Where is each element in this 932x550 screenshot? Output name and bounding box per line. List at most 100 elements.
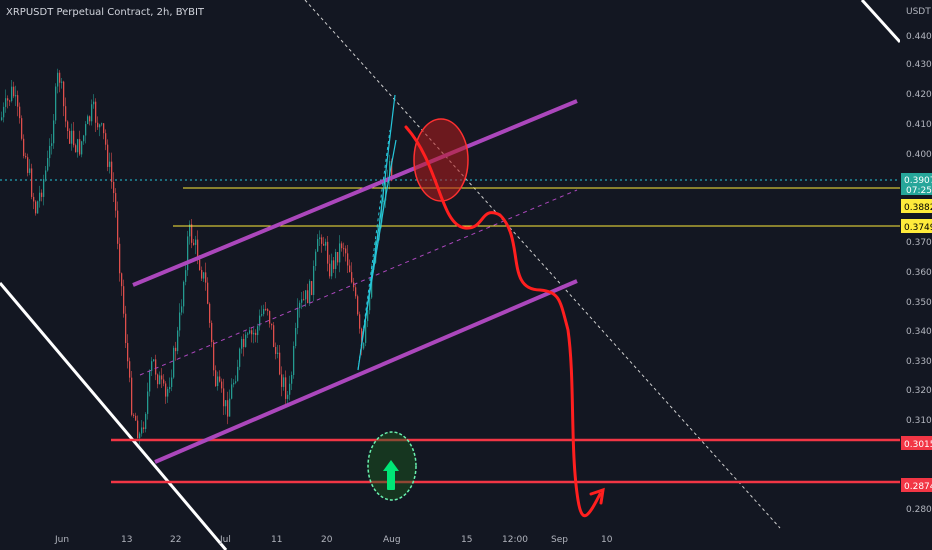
candle-body: [331, 260, 333, 277]
candle-body: [105, 133, 107, 145]
x-tick: 10: [601, 535, 613, 545]
candle-body: [121, 273, 123, 287]
candle-body: [207, 282, 209, 304]
price-axis[interactable]: [900, 0, 932, 550]
candle-body: [221, 381, 223, 389]
candle-body: [103, 123, 105, 134]
candle-body: [379, 222, 381, 232]
candle-body: [187, 236, 189, 271]
candle-body: [19, 106, 21, 119]
x-tick: 20: [321, 535, 333, 545]
x-tick: Jun: [54, 535, 69, 545]
candle-body: [245, 334, 247, 347]
candle-body: [1, 117, 3, 120]
candle-body: [307, 290, 309, 304]
candle-body: [211, 322, 213, 343]
candle-body: [225, 400, 227, 407]
candle-body: [293, 346, 295, 375]
candle-body: [131, 377, 133, 415]
candle-body: [299, 302, 301, 309]
candle-body: [153, 359, 155, 362]
candle-body: [157, 374, 159, 385]
candle-body: [29, 168, 31, 173]
candle-body: [369, 297, 371, 311]
candle-body: [383, 200, 385, 202]
x-tick: 11: [271, 535, 282, 545]
candle-body: [309, 281, 311, 304]
candle-body: [159, 375, 161, 385]
candle-body: [47, 158, 49, 171]
candle-body: [41, 192, 43, 197]
candle-body: [321, 237, 323, 244]
candle-body: [213, 342, 215, 371]
candle-body: [15, 95, 17, 97]
candle-body: [279, 352, 281, 375]
candle-body: [167, 389, 169, 397]
candle-body: [265, 308, 267, 310]
candle-body: [151, 361, 153, 371]
channel-lower-line: [154, 279, 578, 464]
candle-body: [139, 433, 141, 439]
candle-body: [389, 161, 391, 180]
candle-body: [171, 377, 173, 387]
candle-body: [335, 251, 337, 270]
candle-body: [23, 138, 25, 157]
candle-body: [365, 321, 367, 343]
candle-body: [109, 161, 111, 167]
candle-body: [357, 296, 359, 315]
candle-body: [13, 86, 15, 97]
candle-body: [35, 201, 37, 214]
sell-zone-circle: [413, 118, 469, 202]
candle-body: [253, 332, 255, 335]
candle-body: [311, 281, 313, 295]
candle-body: [239, 348, 241, 367]
candle-body: [7, 98, 9, 101]
level-badge-0.3882: 0.3882: [901, 199, 932, 213]
candle-body: [319, 237, 321, 240]
candle-body: [227, 400, 229, 417]
candle-body: [273, 325, 275, 347]
candle-body: [73, 130, 75, 146]
lower-trendline: [0, 282, 228, 550]
candle-body: [111, 161, 113, 182]
candle-body: [233, 382, 235, 385]
candle-body: [27, 157, 29, 173]
candle-body: [95, 101, 97, 123]
candle-body: [67, 121, 69, 131]
candle-body: [355, 287, 357, 297]
candle-body: [25, 156, 27, 158]
candle-body: [267, 309, 269, 312]
candle-body: [199, 259, 201, 271]
candle-body: [277, 352, 279, 354]
candle-body: [255, 332, 257, 336]
candle-body: [71, 130, 73, 144]
candle-body: [235, 381, 237, 383]
channel-upper-line: [132, 99, 578, 287]
candle-body: [363, 342, 365, 349]
candle-body: [275, 346, 277, 354]
x-tick: 15: [461, 535, 472, 545]
x-tick: 22: [170, 535, 181, 545]
level-label: 0.2874: [904, 482, 932, 492]
candle-body: [215, 370, 217, 387]
candle-body: [201, 270, 203, 279]
candle-body: [119, 243, 121, 274]
x-tick: Jul: [219, 535, 231, 545]
candle-body: [219, 376, 221, 382]
candle-body: [243, 338, 245, 347]
candle-body: [149, 370, 151, 392]
candle-body: [163, 379, 165, 384]
dashed-resistance-line: [304, 0, 781, 529]
candle-body: [133, 414, 135, 416]
